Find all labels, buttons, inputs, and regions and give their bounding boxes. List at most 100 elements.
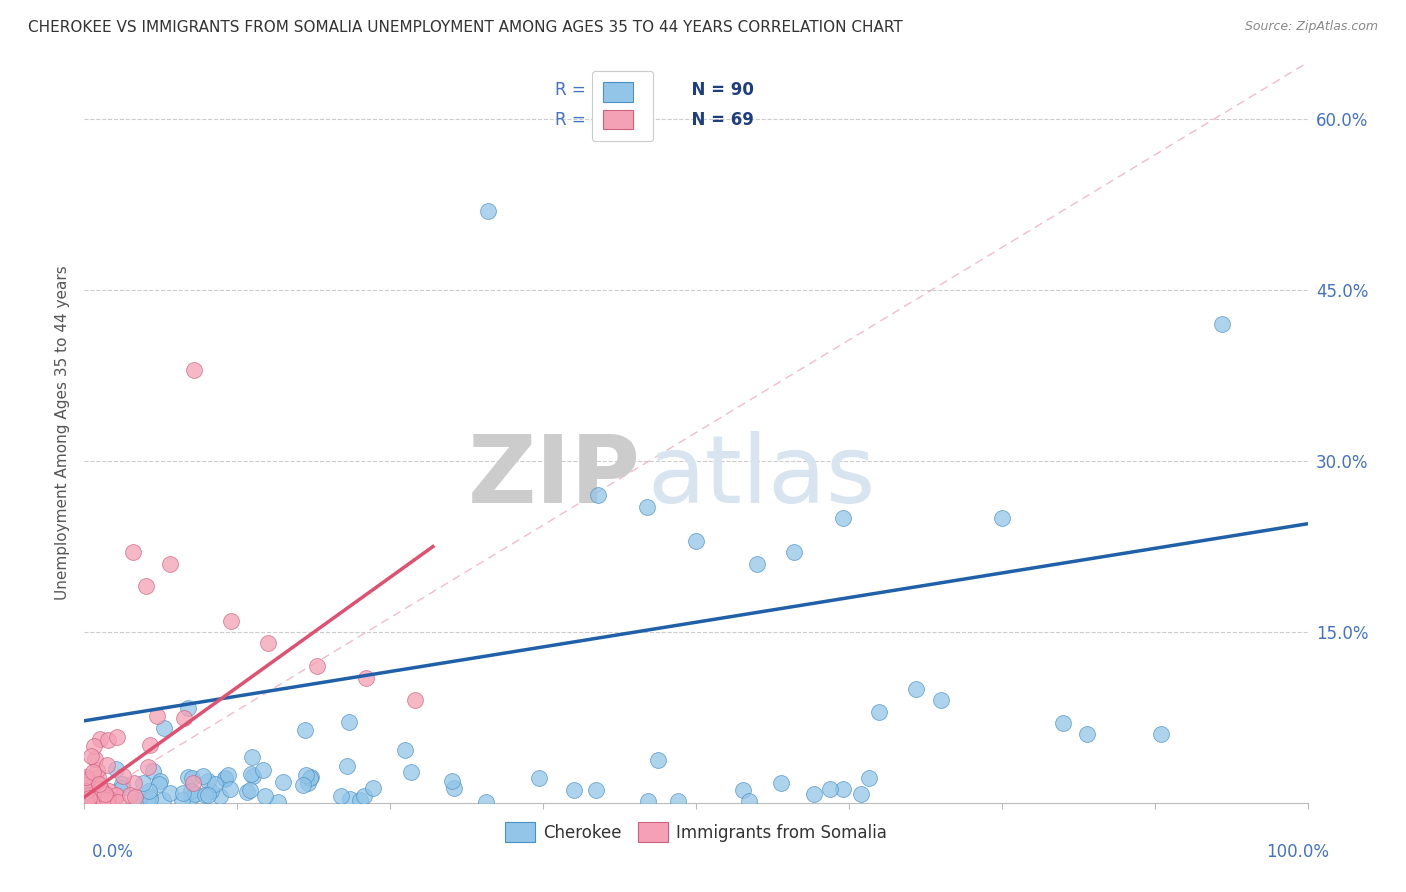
Point — [152, 792, 174, 806]
Point — [86, 763, 108, 777]
Point — [214, 771, 236, 785]
Point — [104, 762, 127, 776]
Point — [267, 795, 290, 809]
Point — [145, 709, 167, 723]
Point — [84, 752, 107, 766]
Point — [339, 791, 361, 805]
Point — [138, 739, 160, 753]
Point — [475, 795, 498, 809]
Point — [136, 794, 159, 808]
Point — [75, 784, 97, 798]
Point — [76, 773, 98, 788]
Point — [89, 789, 111, 804]
Point — [253, 789, 276, 804]
Point — [107, 795, 129, 809]
Point — [118, 788, 141, 802]
Point — [76, 788, 98, 802]
Text: N = 69: N = 69 — [681, 111, 754, 128]
Point — [86, 789, 108, 804]
Point — [585, 782, 607, 797]
Point — [905, 681, 928, 696]
Point — [172, 786, 194, 800]
Point — [177, 771, 200, 785]
Point — [89, 732, 111, 747]
Point — [527, 772, 550, 786]
Point — [685, 533, 707, 548]
Point — [204, 777, 226, 791]
Point — [97, 732, 120, 747]
Point — [991, 511, 1014, 525]
Point — [242, 769, 264, 783]
Point — [803, 787, 825, 801]
Point — [1076, 727, 1098, 741]
Point — [197, 788, 219, 802]
Point — [770, 776, 793, 790]
Point — [337, 714, 360, 729]
Point — [297, 775, 319, 789]
Point — [82, 778, 104, 792]
Point — [295, 768, 318, 782]
Point — [336, 758, 359, 772]
Point — [152, 722, 174, 736]
Point — [869, 705, 891, 719]
Point — [747, 557, 769, 571]
Point — [738, 793, 761, 807]
Point — [111, 777, 134, 791]
Point — [111, 769, 134, 783]
Point — [90, 786, 112, 800]
Point — [86, 789, 108, 803]
Point — [104, 788, 127, 802]
Point — [77, 786, 100, 800]
Point — [831, 782, 853, 797]
Point — [89, 777, 111, 791]
Point — [180, 771, 202, 785]
Point — [818, 782, 841, 797]
Point — [477, 203, 499, 218]
Point — [80, 749, 103, 764]
Point — [349, 793, 371, 807]
Point — [73, 790, 96, 805]
Point — [96, 758, 118, 772]
Point — [214, 772, 236, 786]
Point — [647, 753, 669, 767]
Point — [197, 774, 219, 789]
Point — [257, 636, 280, 650]
Point — [399, 764, 422, 779]
Point — [136, 760, 159, 774]
Point — [783, 545, 806, 559]
Point — [361, 780, 384, 795]
Text: 0.0%: 0.0% — [91, 843, 134, 861]
Point — [111, 780, 134, 795]
Point — [77, 779, 100, 793]
Point — [73, 772, 96, 786]
Point — [299, 770, 322, 784]
Point — [86, 777, 108, 791]
Point — [394, 743, 416, 757]
Point — [239, 767, 262, 781]
Point — [75, 770, 97, 784]
Point — [181, 775, 204, 789]
Point — [79, 786, 101, 800]
Point — [127, 793, 149, 807]
Point — [292, 778, 315, 792]
Point — [159, 557, 181, 571]
Point — [183, 787, 205, 801]
Point — [94, 791, 117, 805]
Point — [183, 363, 205, 377]
Point — [76, 789, 98, 803]
Point — [298, 772, 321, 786]
Point — [858, 772, 880, 786]
Text: R = 0.320: R = 0.320 — [555, 81, 638, 99]
Point — [96, 793, 118, 807]
Point — [170, 793, 193, 807]
Text: atlas: atlas — [647, 431, 876, 523]
Point — [76, 785, 98, 799]
Point — [76, 794, 98, 808]
Point — [191, 769, 214, 783]
Point — [93, 787, 115, 801]
Point — [90, 781, 112, 796]
Point — [329, 789, 352, 804]
Point — [122, 776, 145, 790]
Point — [180, 790, 202, 805]
Point — [86, 770, 108, 784]
